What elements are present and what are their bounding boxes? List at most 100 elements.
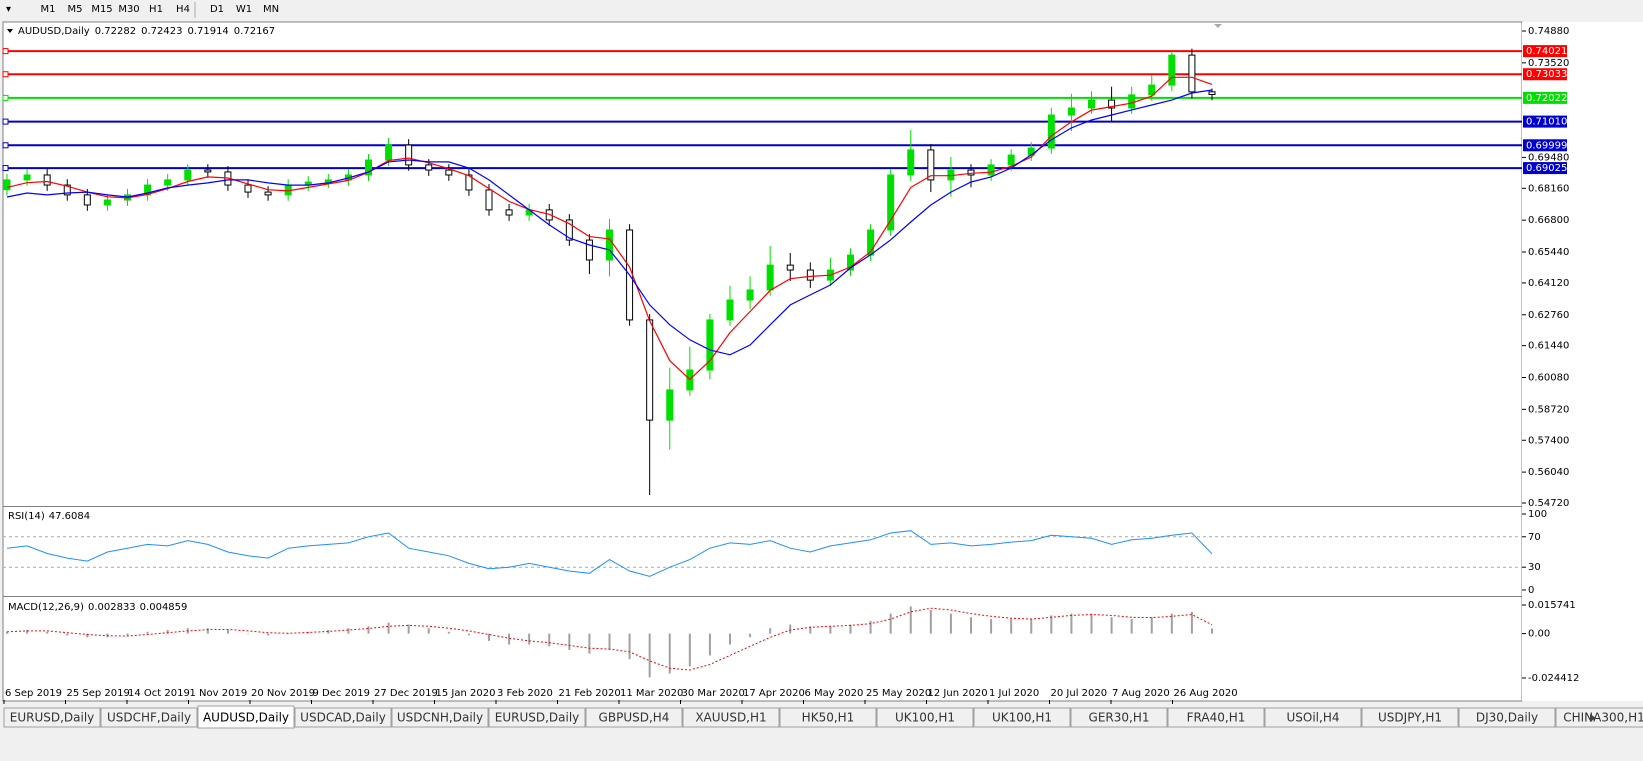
macd-bar — [528, 633, 531, 645]
candle-body — [1108, 99, 1116, 109]
timeframe-button[interactable]: MN — [263, 4, 279, 15]
tab-label[interactable]: UK100,H1 — [992, 711, 1052, 725]
macd-bar — [789, 624, 792, 634]
moving-average — [6, 89, 1213, 356]
tab[interactable] — [391, 707, 489, 728]
price-axis — [1522, 22, 1643, 701]
tab[interactable] — [488, 707, 586, 728]
timeframe-button[interactable]: H4 — [176, 4, 190, 15]
macd-bar — [1090, 613, 1093, 634]
x-tick-label: 26 Aug 2020 — [1174, 688, 1238, 699]
candle-body — [806, 269, 814, 281]
tab[interactable] — [585, 707, 683, 728]
level-label-box — [1523, 115, 1567, 128]
y-tick-label: 0.68160 — [1528, 183, 1569, 194]
tab[interactable] — [1458, 707, 1556, 728]
level-label-box — [1523, 68, 1567, 81]
macd-bar — [668, 633, 671, 674]
tab[interactable] — [1555, 707, 1643, 728]
signal-line — [6, 607, 1213, 671]
indicator-header: MACD(12,26,9) 0.002833 0.004859 — [8, 602, 187, 613]
level-label-box — [1523, 139, 1567, 152]
tab-label[interactable]: USDCHF,Daily — [107, 711, 191, 725]
candle-body — [445, 169, 453, 176]
candle-body — [847, 254, 854, 271]
tab[interactable] — [973, 707, 1071, 728]
macd-bar — [749, 633, 752, 638]
y-tick-label: 0.58720 — [1528, 404, 1569, 415]
tab[interactable] — [1070, 707, 1168, 728]
tab-label[interactable]: UK100,H1 — [895, 711, 955, 725]
timeframe-button[interactable]: D1 — [210, 4, 224, 15]
timeframe-button[interactable]: H1 — [149, 4, 163, 15]
candle-body — [324, 179, 332, 183]
tab[interactable] — [876, 707, 974, 728]
macd-bar — [769, 628, 772, 634]
candle-body — [1088, 99, 1095, 109]
tab-label[interactable]: GER30,H1 — [1089, 711, 1150, 725]
tab-label[interactable]: USOil,H4 — [1287, 711, 1340, 725]
macd-bar — [548, 633, 551, 647]
level-anchor — [2, 142, 9, 149]
tab-label[interactable]: CHINA300,H1 — [1563, 711, 1643, 725]
candle-body — [465, 174, 473, 191]
header-field: 0.71914 — [187, 26, 228, 37]
x-tick-label: 12 Jun 2020 — [928, 688, 988, 699]
tab[interactable] — [1264, 707, 1362, 728]
candle-body — [23, 174, 31, 181]
tab[interactable] — [3, 707, 101, 728]
tab-label[interactable]: GBPUSD,H4 — [599, 711, 670, 725]
tab[interactable] — [779, 707, 877, 728]
x-tick-label: 20 Jul 2020 — [1051, 688, 1108, 699]
timeframe-button[interactable]: M30 — [118, 4, 139, 15]
macd-bar — [970, 617, 972, 634]
macd-bar — [247, 633, 249, 635]
tab[interactable] — [100, 707, 198, 728]
candle-body — [1007, 154, 1015, 166]
tab[interactable] — [197, 705, 295, 729]
tab-label[interactable]: HK50,H1 — [802, 711, 855, 725]
macd-bar — [206, 628, 209, 634]
macd-bar — [729, 633, 731, 645]
chart-area — [2, 21, 1523, 702]
x-tick-label: 11 Mar 2020 — [620, 688, 683, 699]
tab[interactable] — [1167, 707, 1265, 728]
y-tick-label: 0.65440 — [1528, 247, 1569, 258]
tab-label[interactable]: FRA40,H1 — [1187, 711, 1246, 725]
tab-label[interactable]: USDCAD,Daily — [300, 711, 386, 725]
tab[interactable] — [1361, 707, 1459, 728]
tab-label[interactable]: USDJPY,H1 — [1378, 711, 1442, 725]
timeframe-button[interactable]: M15 — [91, 4, 112, 15]
level-label-box — [1523, 162, 1567, 175]
tab-label[interactable]: EURUSD,Daily — [495, 711, 580, 725]
tab-label[interactable]: DJ30,Daily — [1476, 711, 1538, 725]
candle-body — [485, 189, 493, 211]
macd-bar — [1170, 613, 1173, 634]
level-label: 0.71010 — [1526, 117, 1567, 128]
timeframe-button[interactable]: W1 — [236, 4, 252, 15]
candle-body — [385, 144, 393, 161]
candle-body — [1208, 91, 1216, 96]
timeframe-button[interactable]: M5 — [68, 4, 83, 15]
macd-bar — [849, 624, 852, 634]
macd-bar — [86, 633, 89, 638]
timeframe-button[interactable]: M1 — [41, 4, 56, 15]
candle-body — [83, 194, 91, 206]
tab[interactable] — [682, 707, 780, 728]
tab[interactable] — [294, 707, 392, 728]
level-anchor — [2, 48, 9, 55]
candle-body — [244, 184, 252, 193]
tab-label[interactable]: EURUSD,Daily — [10, 711, 95, 725]
x-tick-label: 25 Sep 2019 — [67, 688, 130, 699]
scroll-marker — [1214, 24, 1222, 28]
tab-label[interactable]: XAUUSD,H1 — [695, 711, 766, 725]
tab-scroll[interactable] — [1590, 714, 1596, 722]
macd-bar — [829, 626, 832, 634]
toolbar — [0, 0, 1643, 21]
y-tick-label: -0.024412 — [1528, 673, 1579, 684]
macd-bar — [949, 613, 952, 634]
tab-label[interactable]: USDCNH,Daily — [397, 711, 483, 725]
macd-bar — [1110, 617, 1113, 634]
tab-label[interactable]: AUDUSD,Daily — [203, 711, 289, 725]
header-field: 0.004859 — [140, 602, 188, 613]
